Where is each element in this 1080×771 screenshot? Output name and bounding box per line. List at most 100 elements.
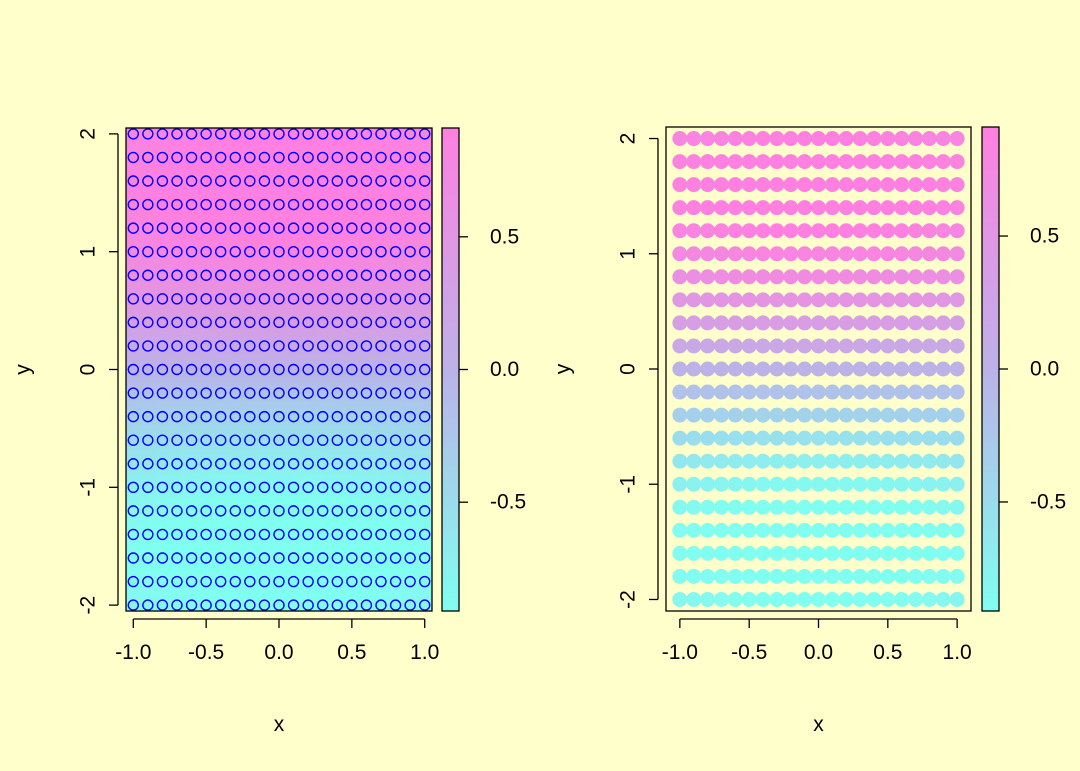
- heatmap-cell: [233, 578, 242, 588]
- colorbar-swatch: [442, 206, 459, 214]
- heatmap-cell: [355, 474, 364, 483]
- heatmap-cell: [148, 450, 158, 459]
- heatmap-cell: [210, 369, 219, 379]
- data-point: [331, 387, 343, 399]
- heatmap-cell: [416, 184, 425, 193]
- data-point: [824, 568, 840, 584]
- heatmap-cell: [164, 264, 173, 274]
- data-point: [156, 387, 169, 399]
- heatmap-cell: [324, 280, 334, 290]
- data-point: [171, 340, 183, 352]
- data-point: [769, 545, 785, 561]
- heatmap-cell: [171, 385, 181, 395]
- data-point: [852, 499, 868, 515]
- heatmap-cell: [317, 522, 326, 532]
- heatmap-cell: [386, 168, 395, 177]
- data-point: [852, 430, 868, 446]
- data-point: [127, 434, 139, 446]
- heatmap-cell: [126, 289, 135, 298]
- heatmap-cell: [271, 256, 280, 266]
- heatmap-cell: [217, 329, 227, 338]
- heatmap-cell: [141, 128, 150, 137]
- heatmap-cell: [210, 546, 219, 556]
- heatmap-cell: [171, 232, 181, 242]
- data-point: [866, 361, 882, 377]
- heatmap-cell: [416, 490, 425, 499]
- heatmap-cell: [317, 578, 326, 588]
- y-tick-label: -1: [617, 475, 640, 494]
- heatmap-cell: [294, 240, 303, 250]
- data-point: [949, 338, 965, 354]
- data-point: [949, 315, 965, 331]
- colorbar-swatch: [982, 405, 999, 412]
- colorbar-swatch: [442, 188, 459, 196]
- heatmap-cell: [217, 192, 227, 202]
- heatmap-cell: [378, 240, 387, 250]
- heatmap-cell: [409, 272, 418, 282]
- heatmap-cell: [424, 498, 433, 507]
- data-point: [727, 269, 743, 285]
- heatmap-cell: [194, 313, 204, 322]
- heatmap-cell: [340, 168, 349, 177]
- heatmap-cell: [256, 546, 265, 556]
- data-point: [142, 481, 154, 493]
- heatmap-cell: [378, 280, 387, 290]
- data-point: [404, 151, 416, 164]
- colorbar-swatch: [982, 562, 999, 570]
- data-point: [852, 269, 868, 285]
- heatmap-cell: [187, 466, 196, 475]
- colorbar-swatch: [982, 580, 999, 588]
- heatmap-cell: [340, 337, 349, 346]
- heatmap-cell: [340, 490, 349, 499]
- heatmap-cell: [301, 240, 311, 250]
- data-point: [935, 315, 951, 331]
- heatmap-cell: [370, 353, 380, 363]
- data-point: [127, 293, 139, 305]
- heatmap-cell: [301, 192, 311, 202]
- data-point: [741, 338, 757, 354]
- heatmap-cell: [225, 184, 234, 193]
- heatmap-cell: [233, 409, 242, 419]
- data-point: [908, 292, 924, 308]
- data-point: [741, 430, 757, 446]
- heatmap-cell: [225, 490, 234, 499]
- heatmap-cell: [301, 441, 311, 451]
- heatmap-cell: [347, 345, 357, 354]
- heatmap-cell: [378, 441, 387, 451]
- heatmap-cell: [171, 128, 181, 137]
- data-point: [156, 552, 169, 564]
- data-point: [824, 338, 840, 354]
- heatmap-cell: [179, 409, 188, 419]
- data-point: [921, 177, 937, 193]
- heatmap-cell: [309, 305, 318, 314]
- heatmap-cell: [393, 240, 402, 250]
- data-point: [824, 407, 840, 423]
- heatmap-cell: [210, 248, 219, 258]
- heatmap-cell: [363, 240, 372, 250]
- heatmap-cell: [240, 208, 249, 218]
- heatmap-cell: [286, 514, 295, 524]
- heatmap-cell: [424, 289, 433, 298]
- heatmap-cell: [294, 280, 303, 290]
- heatmap-cell: [324, 313, 334, 322]
- heatmap-cell: [386, 136, 395, 145]
- data-point: [389, 528, 402, 541]
- heatmap-cell: [309, 345, 318, 354]
- x-tick-label: 0.5: [873, 641, 902, 664]
- data-point: [171, 387, 183, 399]
- data-point: [215, 245, 227, 258]
- heatmap-cell: [187, 474, 196, 483]
- data-point: [783, 292, 799, 308]
- data-point: [142, 458, 154, 470]
- heatmap-cell: [171, 224, 181, 234]
- heatmap-cell: [370, 458, 380, 467]
- data-point: [700, 407, 716, 423]
- heatmap-cell: [141, 160, 150, 169]
- heatmap-cell: [187, 506, 196, 515]
- heatmap-cell: [301, 224, 311, 234]
- heatmap-cell: [332, 425, 341, 435]
- heatmap-cell: [340, 184, 349, 193]
- heatmap-cell: [294, 256, 303, 266]
- heatmap-cell: [355, 385, 364, 395]
- heatmap-cell: [263, 248, 272, 258]
